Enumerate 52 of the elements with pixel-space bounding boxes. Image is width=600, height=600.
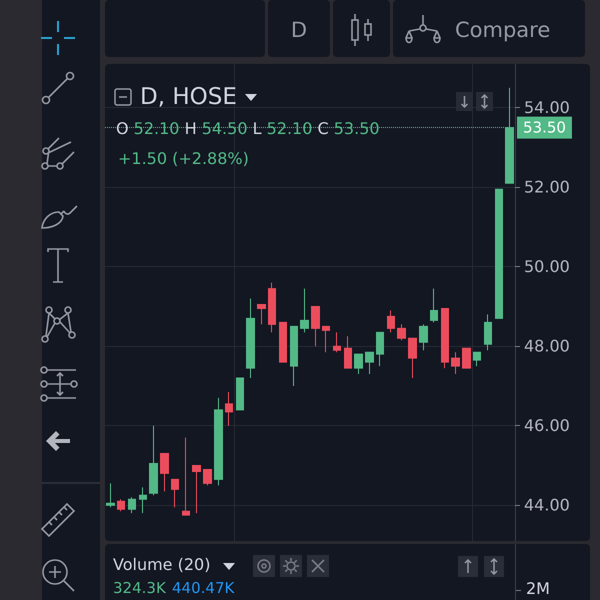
candlestick <box>182 437 190 516</box>
candlestick <box>419 324 428 351</box>
annotation: +1.50 (+2.88%) <box>118 149 249 168</box>
candlestick <box>344 336 352 369</box>
text: Compare <box>455 18 550 42</box>
candlestick <box>149 425 158 496</box>
candlestick <box>160 453 169 492</box>
candlestick <box>300 288 309 333</box>
candlestick <box>225 391 233 426</box>
candlestick <box>484 314 492 351</box>
y-tick-label: 44.00 <box>524 496 570 515</box>
candlestick <box>117 498 125 512</box>
candlestick <box>290 326 298 386</box>
candlestick <box>257 304 266 325</box>
y-tick-label: 46.00 <box>524 416 570 436</box>
candlestick <box>268 282 276 333</box>
candlestick <box>106 482 115 508</box>
candlestick <box>214 397 223 486</box>
ref-line-label: 53.50 <box>523 118 566 137</box>
candlestick <box>387 310 395 333</box>
text: D, HOSE <box>140 84 237 110</box>
candlestick <box>333 332 341 353</box>
candlestick <box>128 496 136 514</box>
candlestick <box>246 298 255 379</box>
candlestick <box>397 324 406 341</box>
y-tick-label: 50.00 <box>524 257 570 276</box>
candlestick <box>236 378 244 410</box>
candlestick <box>354 354 363 375</box>
candlestick <box>311 306 320 347</box>
candlestick <box>365 352 374 375</box>
candlestick <box>139 486 147 514</box>
candlestick <box>322 326 330 353</box>
y-tick-label: 54.00 <box>524 98 570 118</box>
candlestick <box>408 338 417 379</box>
text: Volume (20) <box>113 555 210 574</box>
text: 440.47K <box>172 579 234 598</box>
y-tick-label: 48.00 <box>524 336 570 356</box>
candlestick <box>171 478 179 508</box>
candlestick <box>441 308 449 369</box>
text: D <box>290 18 308 42</box>
candlestick <box>495 188 503 319</box>
candlestick <box>279 322 287 363</box>
y-tick-label: 52.00 <box>524 178 570 197</box>
candlestick <box>376 332 384 367</box>
text: 2M <box>526 579 550 598</box>
candlestick <box>430 288 438 323</box>
text: 324.3K <box>113 579 166 598</box>
candlestick <box>473 352 481 367</box>
candlestick <box>192 464 201 514</box>
candlestick <box>451 352 460 375</box>
candlestick <box>203 468 212 486</box>
candlestick <box>462 348 471 369</box>
